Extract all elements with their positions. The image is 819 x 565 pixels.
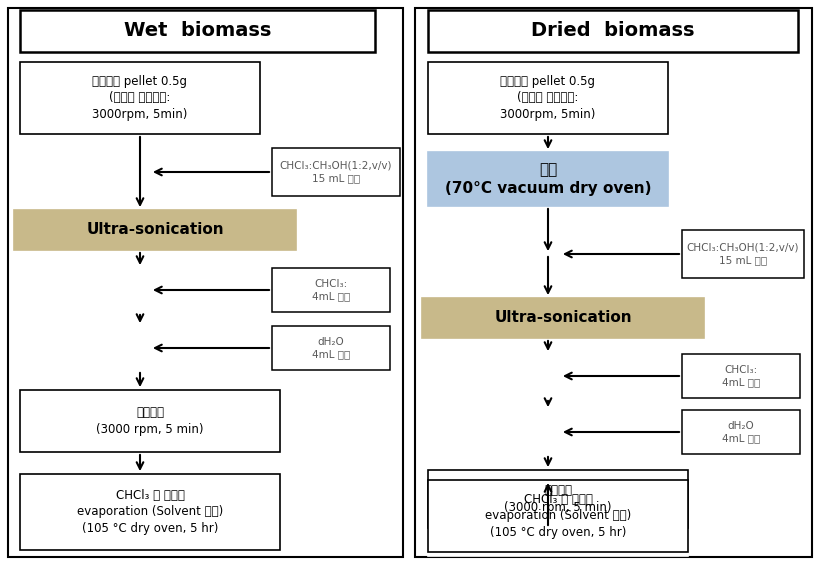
FancyBboxPatch shape — [681, 410, 799, 454]
Text: 원심분리
(3000 rpm, 5 min): 원심분리 (3000 rpm, 5 min) — [504, 484, 611, 514]
FancyBboxPatch shape — [20, 390, 279, 452]
FancyBboxPatch shape — [428, 470, 687, 528]
FancyBboxPatch shape — [428, 62, 667, 134]
Text: CHCl₃:CH₃OH(1:2,v/v)
15 mL 첨가: CHCl₃:CH₃OH(1:2,v/v) 15 mL 첨가 — [686, 242, 799, 266]
FancyBboxPatch shape — [428, 152, 667, 206]
Text: 원심분리
(3000 rpm, 5 min): 원심분리 (3000 rpm, 5 min) — [96, 406, 203, 436]
FancyBboxPatch shape — [8, 8, 402, 557]
FancyBboxPatch shape — [681, 230, 803, 278]
FancyBboxPatch shape — [272, 148, 400, 196]
Text: dH₂O
4mL 첨가: dH₂O 4mL 첨가 — [721, 420, 759, 444]
FancyBboxPatch shape — [20, 10, 374, 52]
Text: Wet  biomass: Wet biomass — [124, 21, 271, 41]
Text: CHCl₃ 층 취하여
evaporation (Solvent 제거)
(105 °C dry oven, 5 hr): CHCl₃ 층 취하여 evaporation (Solvent 제거) (10… — [77, 489, 223, 535]
Text: Dried  biomass: Dried biomass — [531, 21, 694, 41]
Text: 미세조류 pellet 0.5g
(배양액 원심분리:
3000rpm, 5min): 미세조류 pellet 0.5g (배양액 원심분리: 3000rpm, 5mi… — [500, 75, 595, 121]
Text: CHCl₃:
4mL 첨가: CHCl₃: 4mL 첨가 — [721, 364, 759, 388]
FancyBboxPatch shape — [422, 298, 704, 338]
FancyBboxPatch shape — [681, 354, 799, 398]
Text: CHCl₃:
4mL 첨가: CHCl₃: 4mL 첨가 — [311, 279, 350, 301]
Text: dH₂O
4mL 첨가: dH₂O 4mL 첨가 — [311, 337, 350, 359]
FancyBboxPatch shape — [14, 210, 296, 250]
Text: 미세조류 pellet 0.5g
(배양액 원심분리:
3000rpm, 5min): 미세조류 pellet 0.5g (배양액 원심분리: 3000rpm, 5mi… — [93, 75, 188, 121]
FancyBboxPatch shape — [428, 10, 797, 52]
Text: Ultra-sonication: Ultra-sonication — [494, 311, 631, 325]
FancyBboxPatch shape — [272, 326, 390, 370]
FancyBboxPatch shape — [272, 268, 390, 312]
FancyBboxPatch shape — [414, 8, 811, 557]
Text: 건조
(70°C vacuum dry oven): 건조 (70°C vacuum dry oven) — [444, 162, 650, 196]
FancyBboxPatch shape — [20, 474, 279, 550]
FancyBboxPatch shape — [428, 546, 687, 556]
Text: CHCl₃:CH₃OH(1:2,v/v)
15 mL 첨가: CHCl₃:CH₃OH(1:2,v/v) 15 mL 첨가 — [279, 160, 391, 184]
Text: Ultra-sonication: Ultra-sonication — [86, 223, 224, 237]
FancyBboxPatch shape — [20, 62, 260, 134]
FancyBboxPatch shape — [428, 480, 687, 552]
Text: CHCl₃ 층 취하여
evaporation (Solvent 제거)
(105 °C dry oven, 5 hr): CHCl₃ 층 취하여 evaporation (Solvent 제거) (10… — [484, 493, 631, 539]
